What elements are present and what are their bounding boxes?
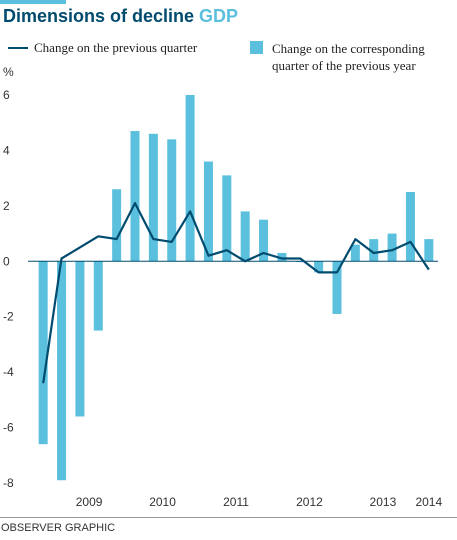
legend-line-swatch — [8, 47, 28, 49]
legend-bar-swatch — [250, 41, 263, 54]
bar-yoy-change — [387, 233, 397, 262]
bar-yoy-change — [222, 175, 232, 262]
x-year-label: 2009 — [76, 495, 103, 509]
y-tick-label: -2 — [3, 310, 14, 324]
bar-yoy-change — [148, 133, 158, 262]
legend-line-label: Change on the previous quarter — [34, 40, 198, 55]
x-year-label: 2011 — [223, 495, 249, 509]
bar-yoy-change — [38, 261, 48, 445]
bar-yoy-change — [277, 252, 287, 262]
bar-yoy-change — [332, 261, 342, 314]
bar-yoy-change — [369, 239, 379, 262]
y-tick-label: -6 — [3, 421, 14, 435]
bar-yoy-change — [75, 261, 85, 417]
bar-yoy-change — [240, 211, 250, 262]
chart-title: Dimensions of decline GDP — [3, 6, 238, 27]
x-year-label: 2013 — [370, 495, 397, 509]
chart-plot: % 6 4 2 0 -2 -4 -6 -8 2009 2010 2011 2012 2013 2014 — [3, 65, 442, 509]
bar-yoy-change — [203, 161, 213, 262]
chart-title-accent: GDP — [199, 6, 239, 26]
x-year-label: 2010 — [149, 495, 176, 509]
bar-yoy-change — [185, 95, 195, 262]
y-tick-label: 2 — [3, 199, 10, 213]
y-tick-label: 6 — [3, 88, 10, 102]
bar-yoy-change — [57, 261, 67, 481]
y-tick-label: -8 — [3, 476, 14, 490]
y-axis-unit-label: % — [3, 65, 14, 79]
bar-yoy-change — [405, 192, 415, 262]
bar-yoy-change — [314, 261, 324, 273]
legend-bar-label: Change on the corresponding quarter of t… — [272, 41, 425, 73]
bar-yoy-change — [93, 261, 103, 331]
bar-yoy-change — [424, 239, 434, 262]
line-qoq-change — [42, 202, 430, 384]
x-year-label: 2012 — [296, 495, 323, 509]
chart-title-main: Dimensions of decline — [3, 6, 195, 26]
source-credit: OBSERVER GRAPHIC — [1, 522, 116, 534]
bar-yoy-change — [350, 244, 360, 262]
bar-yoy-change — [259, 219, 269, 262]
bar-yoy-change — [130, 131, 140, 262]
bar-yoy-change — [167, 139, 177, 262]
bar-yoy-change — [112, 189, 122, 262]
y-tick-label: -4 — [3, 365, 14, 379]
x-year-label: 2014 — [415, 495, 442, 509]
footer-divider — [0, 517, 457, 518]
y-tick-label: 0 — [3, 254, 10, 268]
title-accent-bar — [0, 0, 66, 4]
y-tick-label: 4 — [3, 143, 10, 157]
